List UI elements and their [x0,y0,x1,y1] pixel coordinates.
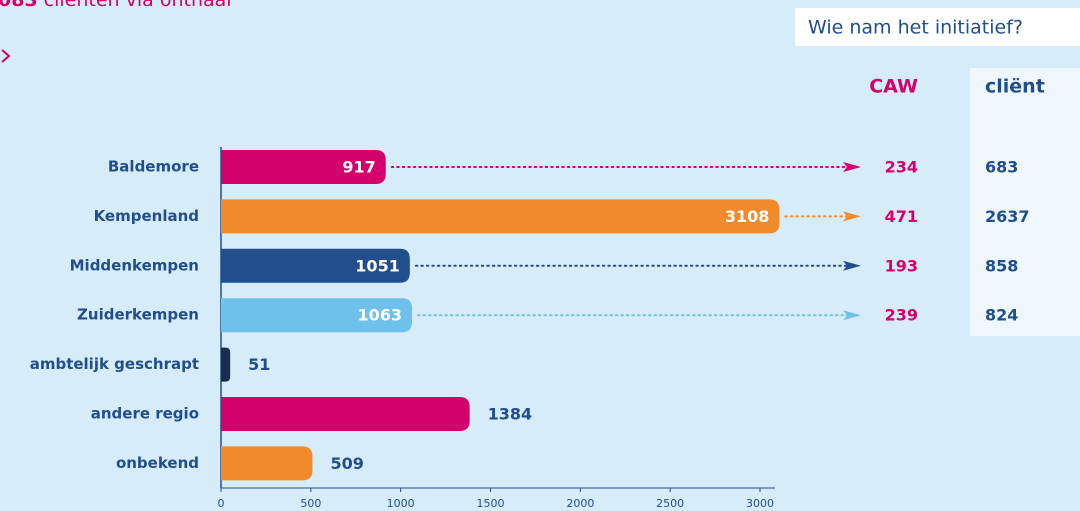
bar-value-label: 51 [248,355,270,374]
client-header: cliënt [985,76,1045,98]
initiative-header-box [795,8,1080,46]
category-label: Baldemore [108,158,199,176]
x-tick-label: 1000 [387,497,415,510]
bar-value-label: 1063 [357,306,402,325]
client-value: 858 [985,256,1018,275]
bar [221,397,470,431]
headline: 083 cliënten via onthaal [0,0,232,11]
caw-header: CAW [869,76,918,98]
client-panel [970,68,1080,336]
bar-value-label: 917 [342,158,375,177]
category-label: onbekend [116,454,199,472]
caw-value: 193 [885,256,918,275]
bar-value-label: 1384 [488,405,533,424]
client-value: 2637 [985,207,1030,226]
client-value: 824 [985,306,1018,325]
bar [221,199,780,234]
bar [221,446,313,481]
bar [221,248,410,283]
headline-text: cliënten via onthaal [44,0,232,11]
bar [221,150,386,184]
x-tick-label: 2000 [566,497,594,510]
category-label: Kempenland [94,207,199,225]
bar-value-label: 509 [330,454,363,473]
client-value: 683 [985,158,1018,177]
x-tick-label: 0 [218,497,225,510]
headline-number: 083 [0,0,38,11]
category-label: Zuiderkempen [77,306,199,324]
x-tick-label: 2500 [656,497,684,510]
headline-arrow [1,49,11,63]
bar-value-label: 1051 [355,256,400,275]
x-tick-label: 1500 [477,497,505,510]
bar [221,347,231,382]
category-label: ambtelijk geschrapt [30,355,199,373]
caw-value: 234 [885,158,918,177]
caw-value: 239 [885,306,918,325]
bar [221,298,412,333]
connector-arrow [843,260,861,271]
caw-value: 471 [885,207,918,226]
connector-arrow [843,310,861,321]
connector-arrow [843,211,861,222]
connector-arrow [843,162,861,172]
bar-value-label: 3108 [725,207,770,226]
x-tick-label: 3000 [746,497,774,510]
initiative-title: Wie nam het initiatief? [808,17,1023,39]
category-label: Middenkempen [70,256,199,274]
x-tick-label: 500 [300,497,321,510]
category-label: andere regio [91,405,199,423]
